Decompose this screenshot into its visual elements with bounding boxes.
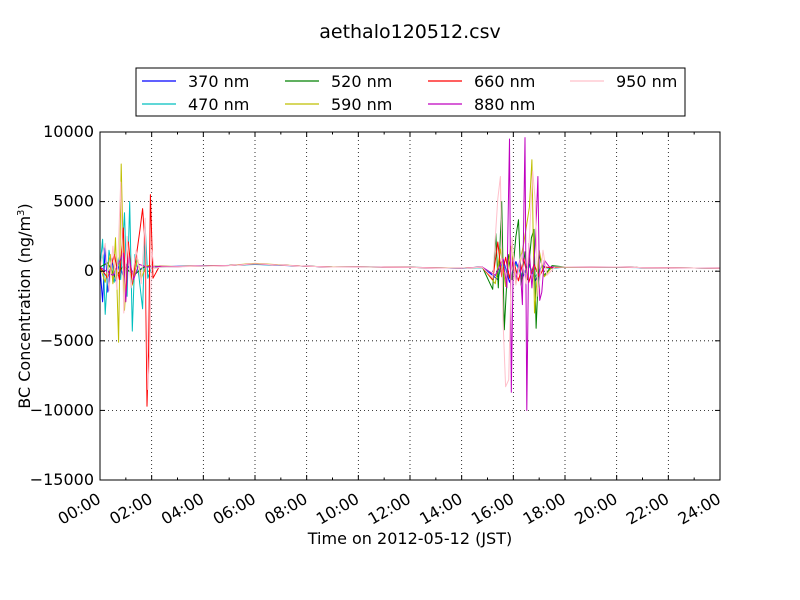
y-axis-label-close: ) <box>15 203 34 209</box>
y-tick-label: 0 <box>84 261 94 280</box>
x-axis-label: Time on 2012-05-12 (JST) <box>307 529 512 548</box>
legend-item-370-nm: 370 nm <box>142 72 249 91</box>
y-tick-labels: −15000 −10000 −5000 0 5000 10000 <box>30 122 94 489</box>
legend-box <box>135 67 686 117</box>
legend-items: 370 nm 470 nm 520 nm 590 nm 660 nm 880 nm 950 … <box>142 72 677 114</box>
series-line-950-nm <box>99 170 721 390</box>
legend-label: 520 nm <box>331 72 392 91</box>
y-tick-label: 10000 <box>43 122 94 141</box>
legend: 370 nm 470 nm 520 nm 590 nm 660 nm 880 nm 950 … <box>135 67 686 117</box>
chart-title: aethalo120512.csv <box>319 21 501 43</box>
y-tick-label: −5000 <box>40 331 94 350</box>
plot-area <box>99 131 721 481</box>
series-line-880-nm <box>99 137 721 411</box>
legend-label: 660 nm <box>474 72 535 91</box>
series-group <box>99 137 721 411</box>
y-axis-label-main: BC Concentration (ng/m <box>15 216 34 409</box>
legend-item-880-nm: 880 nm <box>428 95 535 114</box>
plot-frame <box>99 131 721 481</box>
legend-label: 950 nm <box>616 72 677 91</box>
legend-label: 590 nm <box>331 95 392 114</box>
legend-item-950-nm: 950 nm <box>570 72 677 91</box>
legend-label: 470 nm <box>188 95 249 114</box>
legend-item-470-nm: 470 nm <box>142 95 249 114</box>
legend-label: 880 nm <box>474 95 535 114</box>
legend-item-590-nm: 590 nm <box>285 95 392 114</box>
y-tick-label: 5000 <box>53 192 94 211</box>
y-axis-label: BC Concentration (ng/m3) <box>15 203 34 408</box>
legend-item-660-nm: 660 nm <box>428 72 535 91</box>
y-axis-label-superscript: 3 <box>16 210 27 216</box>
legend-item-520-nm: 520 nm <box>285 72 392 91</box>
y-tick-label: −15000 <box>30 470 94 489</box>
legend-label: 370 nm <box>188 72 249 91</box>
y-tick-label: −10000 <box>30 400 94 419</box>
plot-background <box>100 132 720 480</box>
